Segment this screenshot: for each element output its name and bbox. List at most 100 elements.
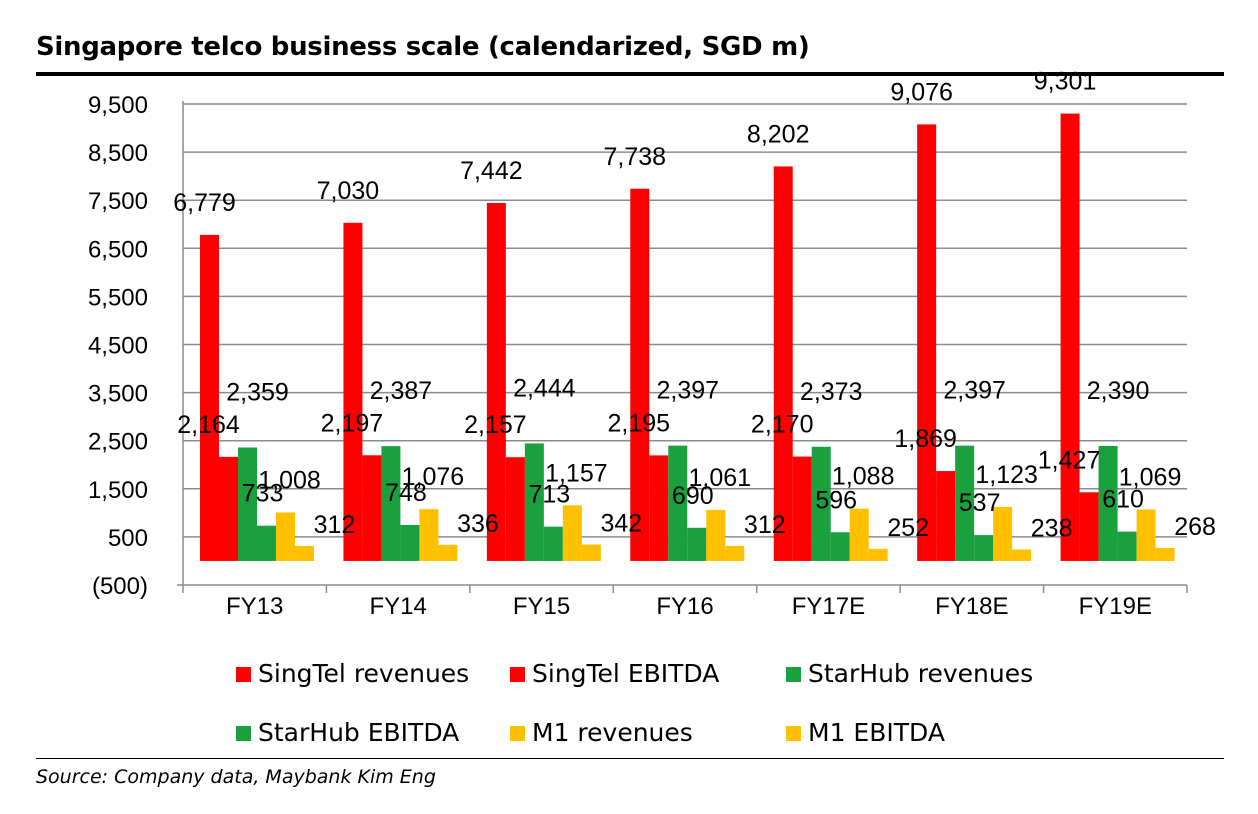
bars (200, 113, 1175, 561)
y-tick-label: 1,500 (88, 477, 148, 504)
legend-label: M1 EBITDA (808, 718, 945, 747)
legend-swatch (510, 726, 525, 741)
bar (343, 222, 363, 561)
y-tick-label: 3,500 (88, 381, 148, 408)
data-label: 690 (672, 482, 714, 510)
bar (543, 526, 563, 561)
bar (830, 532, 850, 561)
data-label: 7,030 (317, 177, 380, 205)
bar (974, 535, 994, 561)
bar (219, 456, 238, 561)
data-label: 1,157 (545, 459, 608, 487)
bar (400, 524, 420, 561)
bar (381, 446, 401, 561)
y-tick-label: 6,500 (88, 236, 148, 263)
legend-label: SingTel EBITDA (532, 659, 719, 688)
x-tick-label: FY17E (792, 593, 865, 620)
data-label: 2,164 (177, 411, 240, 439)
legend-swatch (786, 726, 801, 741)
data-label: 733 (242, 480, 284, 508)
bar (362, 455, 382, 561)
data-label: 2,397 (657, 377, 720, 405)
data-label: 9,076 (890, 78, 953, 106)
bar (811, 446, 831, 561)
source-note: Source: Company data, Maybank Kim Eng (36, 766, 436, 788)
bar (562, 505, 582, 561)
y-tick-label: 2,500 (88, 429, 148, 456)
data-label: 1,008 (258, 466, 321, 494)
data-label: 9,301 (1034, 68, 1097, 96)
x-tick-label: FY18E (935, 593, 1008, 620)
bar (725, 545, 745, 561)
data-label: 1,123 (975, 461, 1038, 489)
data-label: 2,397 (943, 377, 1006, 405)
x-tick-label: FY13 (226, 593, 283, 620)
data-label: 1,869 (894, 425, 957, 453)
title-rule (36, 72, 1224, 76)
data-label: 2,197 (321, 409, 384, 437)
data-label: 2,387 (370, 377, 433, 405)
data-label: 6,779 (173, 189, 236, 217)
data-label: 7,442 (460, 157, 523, 185)
bar (792, 456, 812, 561)
bar (238, 447, 257, 561)
bar (1079, 492, 1099, 561)
bar (868, 548, 888, 561)
bar (1155, 548, 1175, 561)
bar (773, 166, 793, 561)
legend-swatch (236, 726, 251, 741)
x-axis-ticks: FY13 FY14 FY15 FY16 FY17E FY18E FY19E (226, 593, 1152, 620)
bar (706, 509, 726, 561)
bar (1060, 113, 1080, 561)
axes (177, 101, 1188, 593)
bar (257, 525, 276, 561)
bar (649, 455, 669, 561)
legend: SingTel revenues SingTel EBITDA StarHub re… (236, 659, 1033, 747)
bar (630, 188, 650, 561)
bar (849, 508, 869, 561)
bar (295, 545, 314, 561)
data-label: 342 (600, 509, 642, 537)
bar (955, 445, 975, 561)
y-tick-label: 4,500 (88, 333, 148, 360)
data-label: 2,157 (464, 411, 527, 439)
y-tick-label: 9,500 (88, 92, 148, 119)
bar (419, 509, 439, 561)
chart-title: Singapore telco business scale (calendar… (36, 32, 810, 62)
legend-swatch (510, 667, 525, 682)
x-tick-label: FY16 (656, 593, 713, 620)
data-label: 312 (314, 511, 356, 539)
bar (668, 445, 688, 561)
source-rule (36, 758, 1224, 759)
data-label: 268 (1174, 513, 1216, 541)
bar (505, 457, 525, 561)
data-label: 537 (959, 489, 1001, 517)
bar (1117, 531, 1137, 561)
y-tick-label: 5,500 (88, 284, 148, 311)
bar (581, 544, 601, 561)
data-label: 8,202 (747, 120, 810, 148)
bar (524, 443, 544, 561)
data-label: 2,390 (1087, 377, 1150, 405)
x-tick-label: FY14 (369, 593, 426, 620)
bar (917, 124, 937, 561)
bar (200, 234, 219, 561)
data-label: 748 (385, 479, 427, 507)
bar (1098, 445, 1118, 561)
data-label: 336 (457, 510, 499, 538)
data-label: 2,195 (608, 409, 671, 437)
bar (993, 506, 1013, 561)
data-label: 713 (528, 481, 570, 509)
bar (438, 544, 458, 561)
data-label: 2,373 (800, 378, 863, 406)
legend-label: StarHub revenues (808, 659, 1033, 688)
bar (486, 202, 506, 561)
y-tick-label: (500) (92, 573, 148, 600)
data-labels: 6,779 7,030 7,442 7,738 8,202 9,076 9,301 2,164… (173, 68, 1216, 543)
data-label: 596 (815, 486, 857, 514)
y-axis-ticks: 500 1,500 2,500 3,500 4,500 5,500 6,500 7,500 8,… (88, 92, 148, 600)
data-label: 1,088 (832, 463, 895, 491)
data-label: 238 (1031, 515, 1073, 543)
y-tick-label: 8,500 (88, 140, 148, 167)
